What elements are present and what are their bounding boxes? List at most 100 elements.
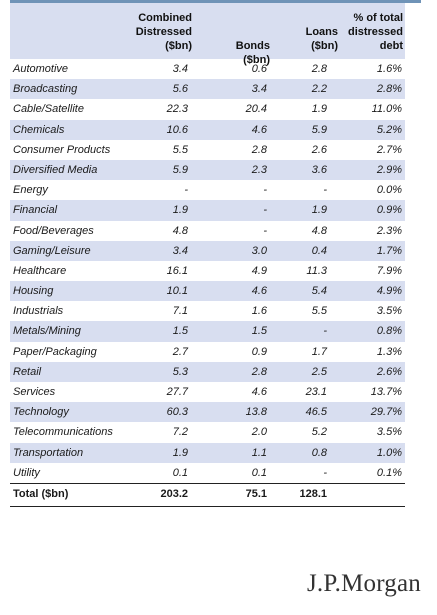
cell-pct: 2.6% — [376, 365, 402, 378]
cell-loans: 23.1 — [305, 386, 327, 398]
cell-loans: 2.6 — [311, 143, 327, 156]
cell-pct: 1.7% — [376, 244, 402, 257]
cell-combined: 7.2 — [172, 426, 188, 439]
cell-pct: 29.7% — [370, 406, 402, 419]
cell-combined: 60.3 — [166, 406, 188, 419]
header-combined: Combined Distressed ($bn) — [130, 11, 192, 53]
cell-sector: Diversified Media — [13, 163, 98, 176]
cell-pct: 1.3% — [376, 345, 402, 358]
table-row: Cable/Satellite 22.3 20.4 1.9 11.0% — [10, 99, 405, 119]
table-row: Financial 1.9 - 1.9 0.9% — [10, 200, 405, 221]
cell-sector: Energy — [13, 184, 48, 197]
table-row: Transportation 1.9 1.1 0.8 1.0% — [10, 442, 405, 463]
cell-loans: 5.5 — [311, 305, 327, 318]
cell-pct: 0.9% — [376, 204, 402, 217]
table-row: Energy - - - 0.0% — [10, 180, 405, 200]
table-row: Telecommunications 7.2 2.0 5.2 3.5% — [10, 422, 405, 442]
table-row: Technology 60.3 13.8 46.5 29.7% — [10, 402, 405, 423]
table-row: Utility 0.1 0.1 - 0.1% — [10, 463, 405, 483]
table-row: Healthcare 16.1 4.9 11.3 7.9% — [10, 261, 405, 281]
cell-combined: 3.4 — [172, 244, 188, 257]
cell-combined: 22.3 — [166, 103, 188, 116]
cell-combined: 5.5 — [172, 143, 188, 156]
cell-pct: 11.0% — [371, 103, 402, 116]
cell-pct: 2.3% — [376, 224, 402, 237]
table-row: Automotive 3.4 0.6 2.8 1.6% — [10, 59, 405, 79]
cell-loans: 0.8 — [311, 446, 327, 459]
cell-loans: 0.4 — [311, 244, 327, 257]
cell-pct: 2.7% — [376, 143, 402, 156]
cell-loans: 46.5 — [305, 406, 327, 419]
cell-bonds: 2.0 — [251, 426, 267, 439]
cell-sector: Broadcasting — [13, 83, 78, 96]
cell-combined: 16.1 — [166, 264, 188, 277]
cell-bonds: 3.0 — [251, 244, 267, 257]
table-row: Retail 5.3 2.8 2.5 2.6% — [10, 361, 405, 382]
cell-sector: Paper/Packaging — [13, 345, 97, 358]
cell-pct: 5.2% — [376, 123, 402, 136]
cell-combined: 0.1 — [172, 466, 188, 479]
cell-pct: 13.7% — [370, 386, 402, 398]
cell-bonds: 13.8 — [245, 406, 267, 419]
cell-combined: 1.5 — [172, 325, 188, 338]
cell-loans: - — [323, 184, 327, 197]
table-row: Paper/Packaging 2.7 0.9 1.7 1.3% — [10, 342, 405, 362]
table-row: Diversified Media 5.9 2.3 3.6 2.9% — [10, 159, 405, 181]
cell-loans: 11.3 — [306, 264, 327, 277]
cell-sector: Financial — [13, 204, 58, 217]
cell-loans: 1.7 — [311, 345, 327, 358]
cell-bonds: 2.8 — [251, 365, 267, 378]
cell-sector: Utility — [13, 466, 40, 479]
cell-bonds: - — [263, 204, 267, 217]
cell-combined: 3.4 — [172, 63, 188, 75]
cell-combined: 1.9 — [172, 204, 188, 217]
header-pct-line3: debt — [379, 40, 403, 52]
table-row: Industrials 7.1 1.6 5.5 3.5% — [10, 301, 405, 321]
table-row: Housing 10.1 4.6 5.4 4.9% — [10, 281, 405, 302]
cell-loans: 3.6 — [311, 163, 327, 176]
cell-loans: 1.9 — [311, 204, 327, 217]
cell-loans: 5.4 — [311, 285, 327, 298]
cell-loans: - — [323, 325, 327, 338]
cell-combined: 5.6 — [172, 83, 188, 96]
cell-bonds: - — [263, 224, 267, 237]
cell-bonds: 0.1 — [251, 466, 267, 479]
table-header: Combined Distressed ($bn) Bonds ($bn) Lo… — [10, 3, 405, 66]
cell-combined: 10.1 — [166, 285, 188, 298]
cell-bonds: 1.1 — [251, 446, 267, 459]
total-loans: 128.1 — [299, 487, 327, 500]
header-loans-line1: Loans — [305, 26, 338, 38]
total-combined: 203.2 — [160, 487, 188, 500]
cell-pct: 2.9% — [376, 163, 402, 176]
cell-bonds: 4.6 — [251, 386, 267, 398]
cell-bonds: 2.8 — [251, 143, 267, 156]
top-accent-bar — [10, 0, 421, 3]
cell-pct: 1.0% — [376, 446, 402, 459]
cell-pct: 4.9% — [376, 285, 402, 298]
cell-combined: 27.7 — [166, 386, 188, 398]
table-row: Gaming/Leisure 3.4 3.0 0.4 1.7% — [10, 240, 405, 261]
cell-pct: 3.5% — [376, 305, 402, 318]
cell-combined: 7.1 — [172, 305, 188, 318]
cell-combined: 2.7 — [172, 345, 188, 358]
cell-pct: 0.1% — [376, 466, 402, 479]
cell-bonds: 2.3 — [251, 163, 267, 176]
cell-pct: 7.9% — [376, 264, 402, 277]
cell-sector: Industrials — [13, 305, 64, 318]
cell-loans: - — [323, 466, 327, 479]
header-combined-line3: ($bn) — [165, 40, 192, 52]
header-bonds: Bonds ($bn) — [235, 40, 270, 66]
header-loans-line2: ($bn) — [311, 40, 338, 52]
cell-loans: 4.8 — [311, 224, 327, 237]
cell-loans: 5.9 — [311, 123, 327, 136]
cell-sector: Consumer Products — [13, 143, 111, 156]
cell-sector: Healthcare — [13, 264, 67, 277]
header-pct-line2: distressed — [347, 26, 403, 38]
cell-bonds: 3.4 — [251, 83, 267, 96]
cell-bonds: 20.4 — [245, 103, 267, 116]
cell-sector: Technology — [13, 406, 69, 419]
cell-pct: 0.8% — [376, 325, 402, 338]
table-row: Food/Beverages 4.8 - 4.8 2.3% — [10, 221, 405, 241]
cell-pct: 3.5% — [376, 426, 402, 439]
cell-bonds: 4.6 — [251, 285, 267, 298]
